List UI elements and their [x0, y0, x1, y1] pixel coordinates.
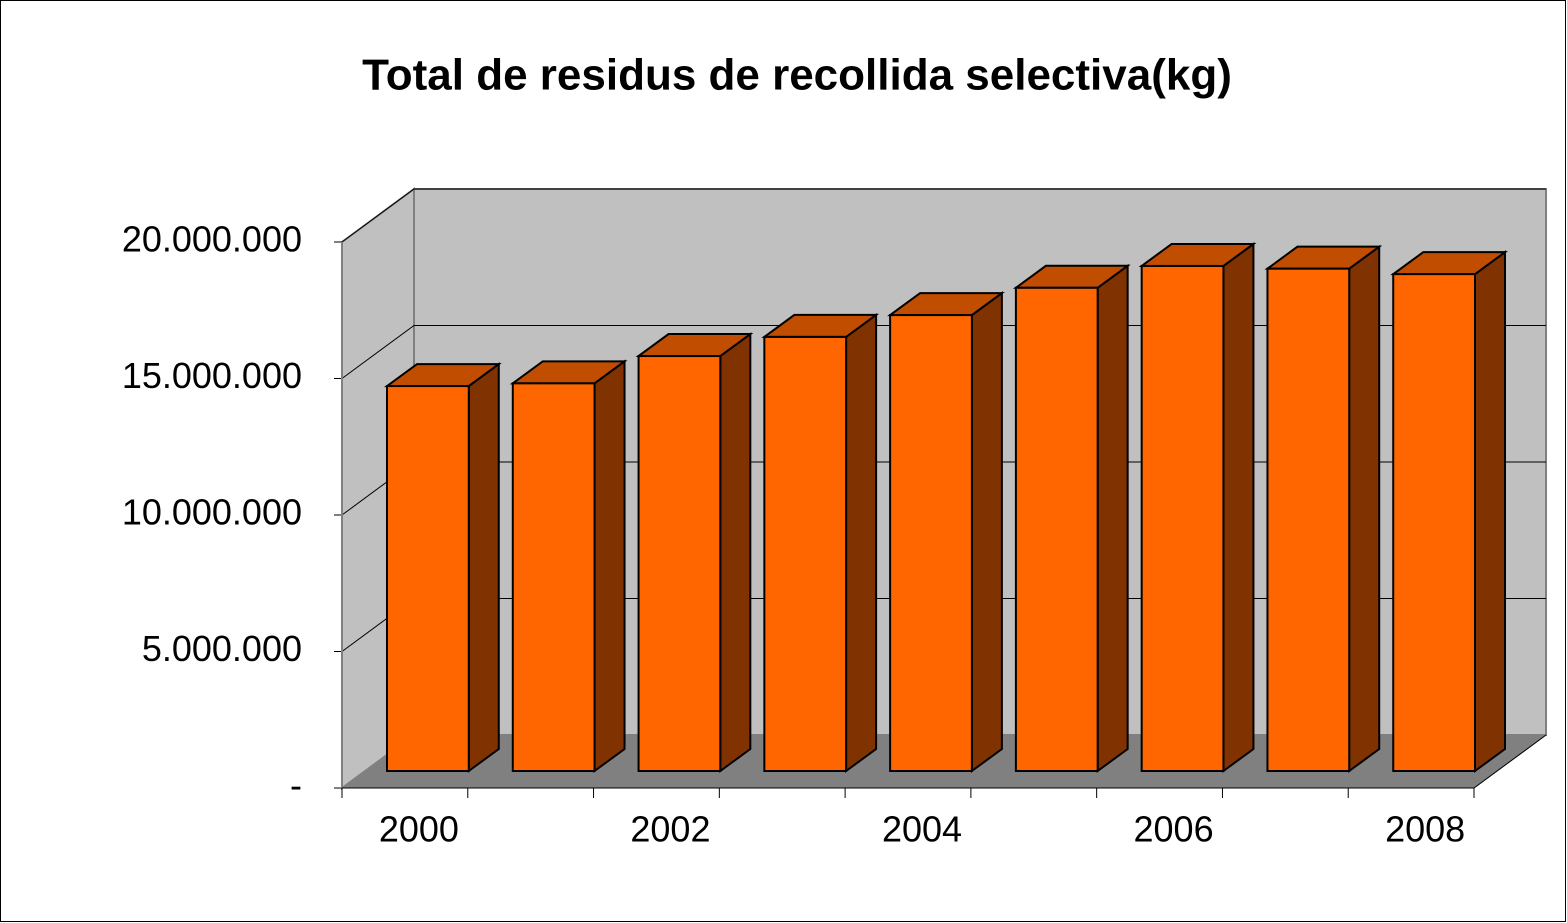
x-tick-label: 2008 [1385, 809, 1465, 850]
bar-side [593, 359, 626, 773]
y-tick-label: 15.000.000 [122, 355, 302, 396]
y-tick-label: 10.000.000 [122, 492, 302, 533]
y-tick-label: 5.000.000 [142, 628, 302, 669]
bar-side [1096, 263, 1129, 773]
bar-side [970, 291, 1003, 773]
x-tick-label: 2000 [379, 809, 459, 850]
bar-side [845, 312, 878, 773]
x-tick-label: 2002 [630, 809, 710, 850]
bar [889, 314, 973, 772]
chart-title: Total de residus de recollida selectiva(… [362, 51, 1232, 100]
y-tick-label: - [290, 765, 302, 806]
bar [1014, 286, 1099, 772]
bar [763, 335, 848, 772]
grid-line [341, 188, 1546, 243]
bar [1140, 264, 1225, 772]
bar-side [1473, 250, 1506, 773]
bar-side [1222, 241, 1255, 773]
bar [1392, 273, 1476, 772]
bar [386, 385, 470, 772]
bar [637, 355, 722, 772]
bar [511, 382, 596, 772]
x-tick-label: 2004 [882, 809, 962, 850]
x-tick-label: 2006 [1134, 809, 1214, 850]
bar-side [1348, 244, 1381, 773]
bar-side [467, 362, 500, 773]
bar-side [719, 332, 752, 773]
y-tick-label: 20.000.000 [122, 219, 302, 260]
bar [1266, 267, 1351, 772]
floor-edge [1473, 734, 1547, 789]
